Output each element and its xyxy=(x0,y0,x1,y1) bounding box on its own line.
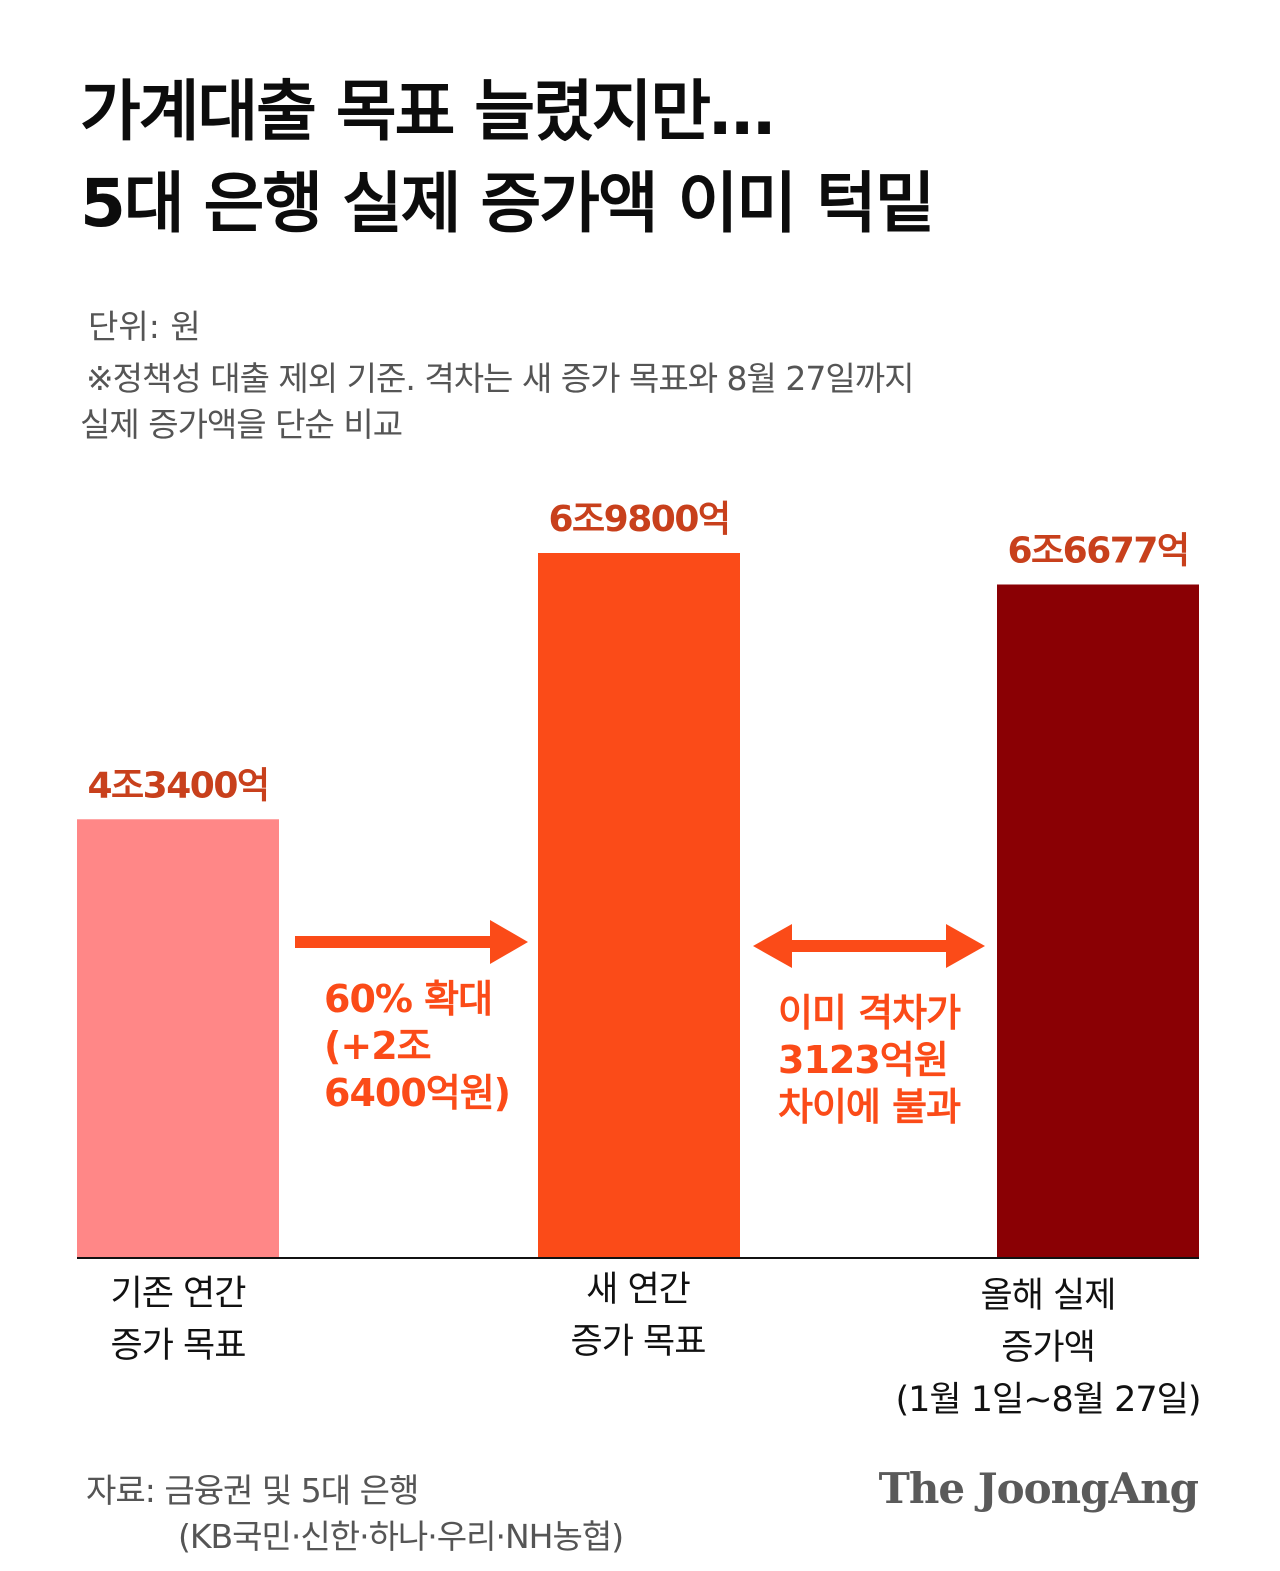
increase-annotation-line-1: 60% 확대 xyxy=(324,977,493,1021)
category-label-line: 증가 목표 xyxy=(570,1322,707,1362)
source-line-1: 자료: 금융권 및 5대 은행 xyxy=(86,1471,419,1510)
bar-0 xyxy=(77,819,279,1257)
gap-arrow-head-left xyxy=(753,924,792,968)
category-label-line: 새 연간 xyxy=(586,1270,691,1310)
category-label-line: 올해 실제 xyxy=(980,1276,1117,1316)
gap-arrow-shaft xyxy=(788,940,950,952)
category-label-line: 증가 목표 xyxy=(110,1326,247,1366)
unit-label: 단위: 원 xyxy=(88,307,201,346)
gap-annotation-line-2: 3123억원 xyxy=(778,1038,949,1082)
bar-value-label: 4조3400억 xyxy=(88,765,269,806)
footnote-line-2: 실제 증가액을 단순 비교 xyxy=(80,405,403,444)
category-label-existing-target: 기존 연간 증가 목표 xyxy=(58,1268,298,1372)
publisher-logo: The JoongAng xyxy=(878,1464,1199,1513)
source-line-2: (KB국민·신한·하나·우리·NH농협) xyxy=(178,1517,624,1556)
gap-annotation: 이미 격차가 3123억원 차이에 불과 xyxy=(778,990,961,1131)
footnote-line-1: ※정책성 대출 제외 기준. 격차는 새 증가 목표와 8월 27일까지 xyxy=(86,359,914,398)
increase-annotation: 60% 확대 (+2조 6400억원) xyxy=(324,976,511,1117)
title-line-2: 5대 은행 실제 증가액 이미 턱밑 xyxy=(80,165,935,242)
source-note: 자료: 금융권 및 5대 은행 (KB국민·신한·하나·우리·NH농협) xyxy=(86,1468,624,1560)
increase-arrow-head xyxy=(490,920,528,964)
increase-annotation-line-2: (+2조 xyxy=(324,1024,432,1068)
category-label-line: 기존 연간 xyxy=(110,1274,247,1314)
footnote: ※정책성 대출 제외 기준. 격차는 새 증가 목표와 8월 27일까지 실제 … xyxy=(80,356,1080,448)
gap-arrow-head-right xyxy=(946,924,985,968)
chart-title: 가계대출 목표 늘렸지만… 5대 은행 실제 증가액 이미 턱밑 xyxy=(80,66,935,250)
category-label-line: 증가액 xyxy=(1001,1328,1096,1368)
category-label-line: (1월 1일~8월 27일) xyxy=(895,1380,1201,1420)
increase-arrow-shaft xyxy=(295,936,495,948)
bar-value-label: 6조9800억 xyxy=(549,499,730,540)
increase-annotation-line-3: 6400억원) xyxy=(324,1071,511,1115)
gap-annotation-line-3: 차이에 불과 xyxy=(778,1085,961,1129)
title-line-1: 가계대출 목표 늘렸지만… xyxy=(80,73,775,150)
gap-annotation-line-1: 이미 격차가 xyxy=(778,991,961,1035)
bar-value-label: 6조6677억 xyxy=(1008,530,1189,571)
bar-1 xyxy=(538,553,740,1257)
bar-2 xyxy=(997,584,1199,1257)
category-label-actual-increase: 올해 실제 증가액 (1월 1일~8월 27일) xyxy=(858,1270,1238,1426)
category-label-new-target: 새 연간 증가 목표 xyxy=(518,1264,758,1368)
